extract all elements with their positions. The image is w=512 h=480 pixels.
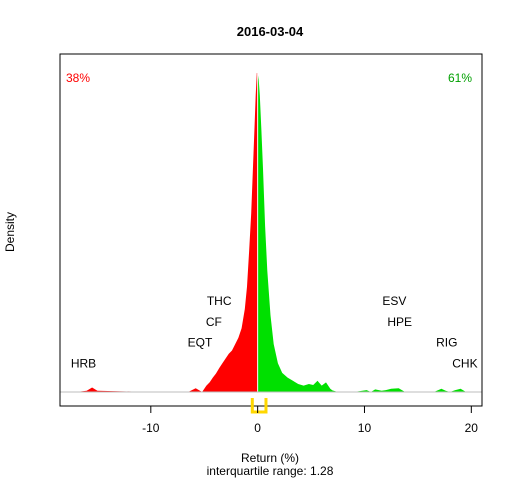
annotation-thc: THC <box>207 294 232 308</box>
right-share-label: 61% <box>448 71 472 85</box>
iqr-marker <box>250 398 268 414</box>
negative-density-area <box>76 73 258 392</box>
density-layer <box>76 73 472 392</box>
annotation-layer: HRB EQT CF THC ESV HPE RIG CHK <box>71 294 478 370</box>
annotation-esv: ESV <box>382 294 406 308</box>
annotation-cf: CF <box>206 315 222 329</box>
annotation-hpe: HPE <box>387 315 412 329</box>
annotation-rig: RIG <box>436 336 457 350</box>
annotation-hrb: HRB <box>71 356 96 370</box>
annotation-chk: CHK <box>452 356 477 370</box>
x-tick-label: -10 <box>142 421 160 435</box>
x-tick-label: 20 <box>465 421 479 435</box>
y-axis-label: Density <box>3 212 17 252</box>
left-share-label: 38% <box>66 71 90 85</box>
annotation-eqt: EQT <box>188 336 213 350</box>
plot-frame <box>59 53 483 407</box>
x-axis: -10 0 10 20 <box>142 406 478 435</box>
iqr-caption: interquartile range: 1.28 <box>207 464 334 478</box>
iqr-bracket <box>250 398 268 414</box>
x-tick-label: 10 <box>358 421 372 435</box>
chart-title: 2016-03-04 <box>237 24 304 39</box>
x-tick-label: 0 <box>254 421 261 435</box>
x-axis-label: Return (%) <box>241 451 299 465</box>
